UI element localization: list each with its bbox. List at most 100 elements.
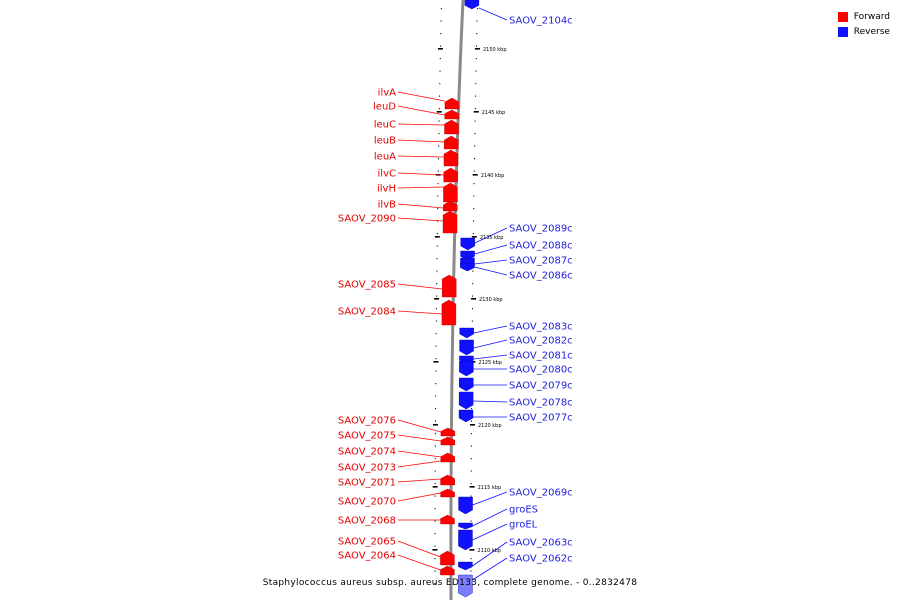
reverse-gene-label[interactable]: SAOV_2104c [509, 16, 573, 27]
reverse-leader-line [473, 400, 508, 403]
reverse-gene-arrow[interactable] [464, 0, 480, 10]
forward-gene-label[interactable]: SAOV_2074 [338, 447, 396, 458]
forward-gene-label[interactable]: ilvC [378, 169, 396, 180]
reverse-gene-label[interactable]: SAOV_2081c [509, 351, 573, 362]
forward-gene-label[interactable]: SAOV_2075 [338, 431, 396, 442]
reverse-gene-label[interactable]: SAOV_2088c [509, 241, 573, 252]
forward-gene-label[interactable]: leuB [374, 136, 396, 147]
forward-leader-line [397, 540, 441, 558]
forward-gene-label[interactable]: leuA [374, 152, 396, 163]
ruler-dot [435, 383, 437, 385]
forward-gene-arrow[interactable] [441, 299, 457, 326]
forward-gene-arrow[interactable] [443, 200, 458, 212]
major-tick-right [469, 424, 475, 426]
reverse-gene-arrow[interactable] [459, 339, 474, 356]
forward-gene-arrow[interactable] [444, 135, 459, 150]
ruler-dot [438, 108, 440, 110]
forward-leader-line [397, 172, 444, 176]
tick-label: 2145 kbp [482, 110, 506, 116]
reverse-gene-label[interactable]: SAOV_2082c [509, 336, 573, 347]
reverse-gene-arrow[interactable] [458, 522, 473, 530]
reverse-gene-label[interactable]: groEL [509, 520, 538, 531]
forward-gene-arrow[interactable] [440, 550, 455, 566]
forward-gene-label[interactable]: SAOV_2071 [338, 478, 396, 489]
ruler-dot [437, 183, 439, 185]
ruler-dot [434, 470, 436, 472]
forward-leader-line [397, 450, 441, 458]
forward-gene-label[interactable]: ilvA [378, 88, 396, 99]
genome-backbone [449, 0, 465, 600]
reverse-gene-label[interactable]: SAOV_2069c [509, 488, 573, 499]
reverse-leader-line [478, 7, 508, 21]
legend-reverse-label: Reverse [853, 26, 890, 37]
major-tick-left [434, 298, 440, 300]
ruler-dot [475, 83, 477, 85]
reverse-leader-line [472, 491, 508, 506]
ruler-dot [435, 333, 437, 335]
forward-gene-label[interactable]: SAOV_2068 [338, 516, 396, 527]
reverse-gene-arrow[interactable] [460, 237, 475, 251]
forward-gene-label[interactable]: SAOV_2090 [338, 214, 396, 225]
forward-gene-arrow[interactable] [442, 210, 458, 234]
forward-gene-arrow[interactable] [444, 119, 459, 135]
reverse-gene-arrow[interactable] [459, 360, 474, 377]
forward-gene-arrow[interactable] [442, 274, 457, 298]
reverse-gene-label[interactable]: SAOV_2087c [509, 256, 573, 267]
forward-gene-arrow[interactable] [440, 565, 455, 576]
reverse-gene-arrow[interactable] [459, 327, 474, 339]
forward-gene-arrow[interactable] [443, 182, 458, 203]
reverse-gene-arrow[interactable] [458, 391, 474, 410]
forward-gene-label[interactable]: SAOV_2064 [338, 551, 396, 562]
forward-gene-label[interactable]: ilvB [378, 200, 396, 211]
ruler-dot [435, 308, 437, 310]
forward-gene-label[interactable]: leuC [374, 120, 396, 131]
reverse-gene-arrow[interactable] [460, 262, 475, 272]
legend-forward: Forward [837, 9, 890, 24]
forward-gene-label[interactable]: ilvH [377, 184, 396, 195]
major-tick-right [469, 486, 475, 488]
reverse-gene-label[interactable]: SAOV_2062c [509, 554, 573, 565]
reverse-gene-label[interactable]: SAOV_2063c [509, 538, 573, 549]
reverse-gene-arrow[interactable] [458, 496, 473, 515]
forward-gene-label[interactable]: leuD [373, 102, 396, 113]
tick-label: 2125 kbp [478, 360, 502, 366]
reverse-gene-arrow[interactable] [458, 561, 473, 571]
forward-gene-label[interactable]: SAOV_2076 [338, 416, 396, 427]
forward-gene-arrow[interactable] [440, 436, 456, 446]
reverse-gene-arrow[interactable] [458, 574, 473, 598]
forward-leader-line [397, 419, 442, 433]
ruler-dot [470, 558, 472, 560]
reverse-gene-label[interactable]: SAOV_2077c [509, 413, 573, 424]
forward-gene-arrow[interactable] [440, 476, 455, 486]
ruler-dot [470, 483, 472, 485]
forward-gene-arrow[interactable] [440, 427, 456, 437]
forward-gene-label[interactable]: SAOV_2085 [338, 280, 396, 291]
reverse-gene-label[interactable]: SAOV_2080c [509, 365, 573, 376]
ruler-dot [439, 70, 441, 72]
forward-gene-label[interactable]: SAOV_2070 [338, 497, 396, 508]
reverse-gene-label[interactable]: groES [509, 505, 538, 516]
ruler-dot [435, 358, 437, 360]
forward-leader-line [397, 186, 444, 189]
reverse-gene-label[interactable]: SAOV_2083c [509, 322, 573, 333]
reverse-gene-label[interactable]: SAOV_2078c [509, 398, 573, 409]
forward-gene-arrow[interactable] [440, 514, 455, 525]
reverse-gene-arrow[interactable] [458, 529, 473, 551]
ruler-dot [435, 345, 437, 347]
forward-gene-arrow[interactable] [440, 452, 455, 463]
ruler-dot [476, 45, 478, 47]
reverse-gene-label[interactable]: SAOV_2089c [509, 224, 573, 235]
forward-gene-arrow[interactable] [443, 149, 459, 167]
reverse-gene-label[interactable]: SAOV_2079c [509, 381, 573, 392]
ruler-dot [434, 570, 436, 572]
forward-gene-arrow[interactable] [444, 109, 459, 120]
forward-gene-arrow[interactable] [443, 167, 458, 183]
forward-gene-arrow[interactable] [444, 97, 460, 110]
reverse-gene-arrow[interactable] [459, 377, 474, 392]
reverse-gene-arrow[interactable] [458, 409, 474, 423]
forward-gene-arrow[interactable] [440, 488, 455, 498]
reverse-gene-label[interactable]: SAOV_2086c [509, 271, 573, 282]
forward-gene-label[interactable]: SAOV_2065 [338, 537, 396, 548]
forward-gene-label[interactable]: SAOV_2073 [338, 463, 396, 474]
forward-gene-label[interactable]: SAOV_2084 [338, 307, 396, 318]
